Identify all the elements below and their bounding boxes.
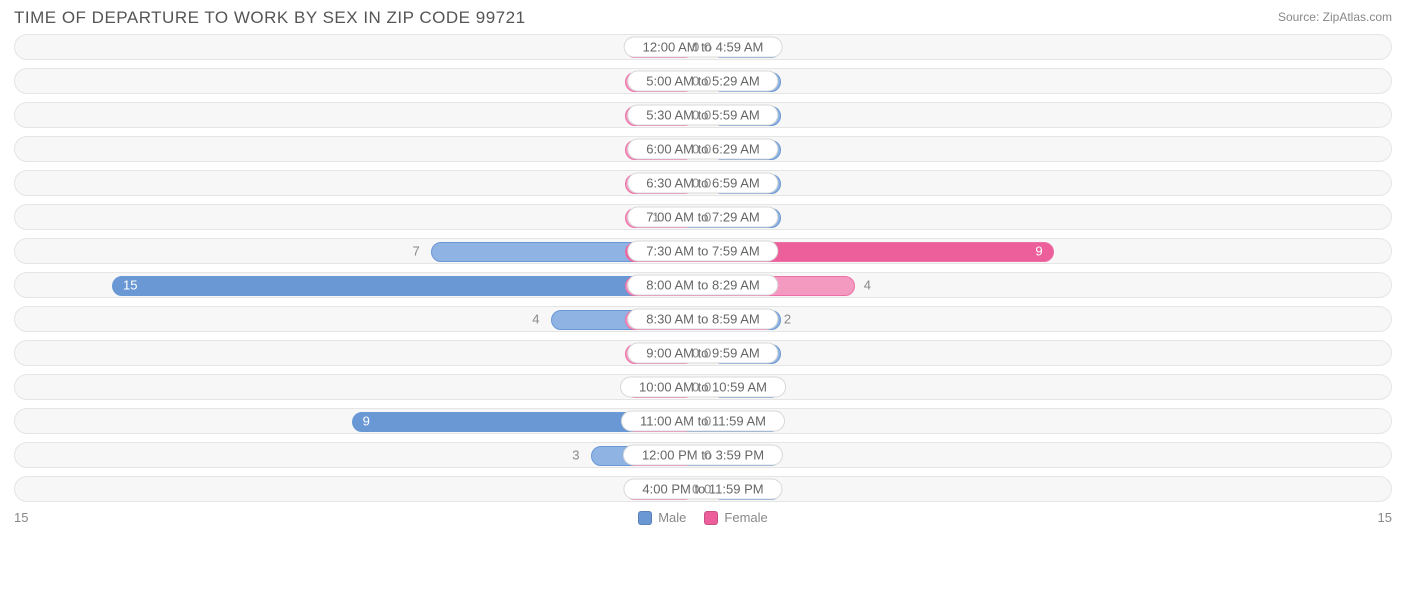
male-value: 0 [692, 176, 699, 191]
legend-item-female: Female [704, 510, 767, 525]
category-label: 9:00 AM to 9:59 AM [627, 343, 778, 364]
female-value: 0 [704, 176, 711, 191]
category-label: 5:00 AM to 5:29 AM [627, 71, 778, 92]
female-value: 0 [704, 448, 711, 463]
source-label: Source: ZipAtlas.com [1278, 10, 1392, 24]
female-value: 0 [704, 74, 711, 89]
female-value: 0 [704, 346, 711, 361]
chart-title: TIME OF DEPARTURE TO WORK BY SEX IN ZIP … [14, 8, 526, 28]
male-value: 7 [412, 244, 419, 259]
category-label: 8:30 AM to 8:59 AM [627, 309, 778, 330]
female-value: 2 [784, 312, 791, 327]
female-value: 0 [704, 210, 711, 225]
male-value: 0 [692, 40, 699, 55]
category-label: 4:00 PM to 11:59 PM [623, 479, 782, 500]
axis-right-max: 15 [1378, 510, 1392, 525]
chart-row: 5:30 AM to 5:59 AM00 [14, 102, 1392, 128]
axis-left-max: 15 [14, 510, 28, 525]
chart-row: 10:00 AM to 10:59 AM00 [14, 374, 1392, 400]
chart-row: 7:00 AM to 7:29 AM1 0 [14, 204, 1392, 230]
chart-row: 8:30 AM to 8:59 AM 4 2 [14, 306, 1392, 332]
legend: Male Female [638, 510, 768, 525]
female-value: 0 [704, 142, 711, 157]
male-value: 0 [692, 380, 699, 395]
category-label: 7:00 AM to 7:29 AM [627, 207, 778, 228]
chart-row: 6:00 AM to 6:29 AM00 [14, 136, 1392, 162]
legend-label-male: Male [658, 510, 686, 525]
male-value: 0 [692, 482, 699, 497]
chart-row: 12:00 PM to 3:59 PM 3 0 [14, 442, 1392, 468]
female-value: 9 [1035, 244, 1042, 259]
male-value: 1 [652, 210, 659, 225]
category-label: 6:00 AM to 6:29 AM [627, 139, 778, 160]
male-value: 15 [123, 278, 137, 293]
chart-row: 6:30 AM to 6:59 AM00 [14, 170, 1392, 196]
category-label: 7:30 AM to 7:59 AM [627, 241, 778, 262]
male-value: 0 [692, 346, 699, 361]
category-label: 8:00 AM to 8:29 AM [627, 275, 778, 296]
chart-row: 12:00 AM to 4:59 AM00 [14, 34, 1392, 60]
male-value: 0 [692, 108, 699, 123]
male-value: 4 [532, 312, 539, 327]
legend-label-female: Female [724, 510, 767, 525]
male-value: 0 [692, 142, 699, 157]
legend-item-male: Male [638, 510, 686, 525]
legend-swatch-male [638, 511, 652, 525]
diverging-bar-chart: 12:00 AM to 4:59 AM005:00 AM to 5:29 AM0… [14, 34, 1392, 502]
legend-swatch-female [704, 511, 718, 525]
chart-row: 4:00 PM to 11:59 PM00 [14, 476, 1392, 502]
chart-row: 11:00 AM to 11:59 AM 9 0 [14, 408, 1392, 434]
category-label: 10:00 AM to 10:59 AM [620, 377, 786, 398]
chart-row: 8:00 AM to 8:29 AM 15 4 [14, 272, 1392, 298]
category-label: 11:00 AM to 11:59 AM [621, 411, 785, 432]
category-label: 12:00 AM to 4:59 AM [624, 37, 783, 58]
female-value: 0 [704, 414, 711, 429]
female-value: 0 [704, 482, 711, 497]
male-value: 9 [363, 414, 370, 429]
category-label: 5:30 AM to 5:59 AM [627, 105, 778, 126]
male-value: 3 [572, 448, 579, 463]
category-label: 12:00 PM to 3:59 PM [623, 445, 783, 466]
female-value: 0 [704, 40, 711, 55]
female-value: 4 [864, 278, 871, 293]
male-value: 0 [692, 74, 699, 89]
female-value: 0 [704, 380, 711, 395]
female-value: 0 [704, 108, 711, 123]
chart-row: 5:00 AM to 5:29 AM00 [14, 68, 1392, 94]
chart-row: 7:30 AM to 7:59 AM 7 9 [14, 238, 1392, 264]
chart-row: 9:00 AM to 9:59 AM00 [14, 340, 1392, 366]
category-label: 6:30 AM to 6:59 AM [627, 173, 778, 194]
